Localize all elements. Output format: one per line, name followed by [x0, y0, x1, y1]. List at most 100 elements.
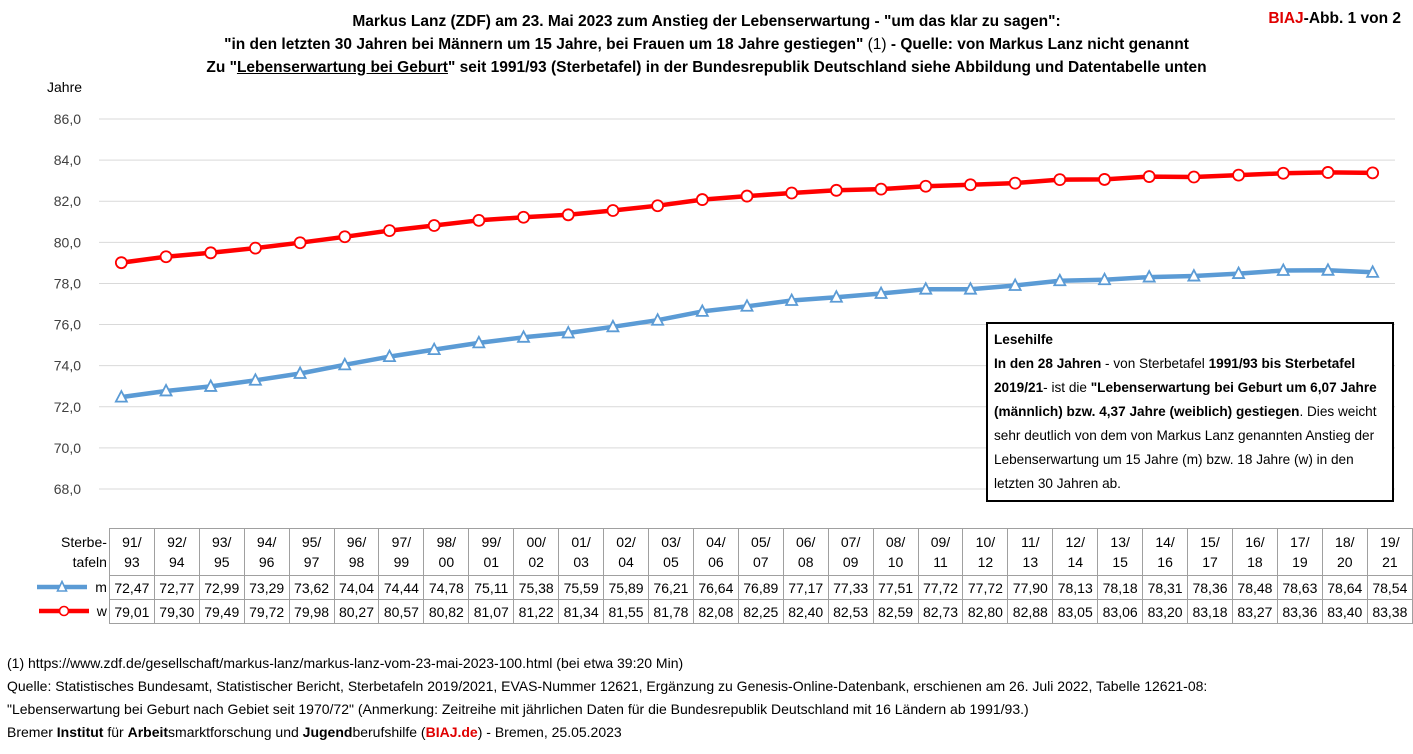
data-label: 83,18 [1187, 599, 1233, 624]
point-m [337, 356, 352, 371]
footer: (1) https://www.zdf.de/gesellschaft/mark… [7, 652, 1207, 744]
data-label: 83,06 [1097, 599, 1144, 624]
data-label: 73,29 [243, 575, 290, 600]
data-label: 77,33 [827, 575, 874, 600]
title-line-3: Zu "Lebenserwartung bei Geburt" seit 199… [0, 56, 1413, 79]
point-w [695, 193, 709, 206]
point-w [517, 210, 530, 224]
x-tick-label: 97/99 [378, 528, 425, 576]
point-m [918, 281, 933, 295]
data-label: 82,40 [782, 599, 829, 624]
publisher-line: Bremer Institut für Arbeitsmarktforschun… [7, 724, 622, 740]
x-tick-label: 99/01 [468, 528, 515, 576]
data-label: 74,44 [378, 575, 425, 600]
point-w [427, 219, 441, 232]
data-label: 78,13 [1052, 575, 1099, 600]
table-row: w 79,01 79,30 79,49 79,72 79,98 80,27 80,57 80,8… [26, 599, 1413, 624]
reading-aid-text: In den 28 Jahren - von Sterbetafel 1991/… [994, 356, 1377, 491]
data-label: 78,48 [1231, 575, 1278, 600]
title-line-3-a: Zu " [206, 59, 237, 76]
x-tick-label: 10/12 [962, 528, 1009, 576]
data-label: 79,72 [243, 599, 290, 624]
point-w [1187, 170, 1201, 184]
figure-badge: BIAJ-Abb. 1 von 2 [1268, 10, 1401, 28]
data-label: 74,04 [333, 575, 380, 600]
legend-entry-m: m [26, 576, 109, 600]
legend-swatch-w [38, 605, 89, 616]
y-axis-title: Jahre [47, 79, 83, 95]
x-tick-label: 06/08 [782, 528, 829, 576]
legend-swatch-m [37, 579, 88, 592]
point-w [829, 183, 843, 197]
point-m [605, 318, 620, 333]
point-m [1097, 271, 1112, 286]
point-m [1365, 264, 1380, 278]
y-tick-label: 80,0 [54, 234, 81, 250]
data-label: 75,59 [558, 575, 605, 600]
point-w [919, 179, 933, 193]
x-tick-label: 04/06 [692, 528, 739, 576]
legend-entry-w: w [26, 600, 109, 624]
point-m [1231, 265, 1246, 279]
footnote-1: (1) https://www.zdf.de/gesellschaft/mark… [7, 655, 684, 671]
point-m [427, 341, 442, 356]
x-tick-label: 08/10 [872, 528, 919, 576]
y-tick-label: 72,0 [54, 399, 81, 415]
point-m [293, 365, 308, 379]
point-m [159, 383, 174, 397]
data-label: 78,64 [1321, 575, 1368, 600]
data-label: 83,05 [1052, 599, 1099, 624]
point-m [1320, 262, 1335, 276]
data-label: 76,21 [647, 575, 694, 600]
point-m [382, 348, 397, 363]
point-w [159, 250, 173, 264]
point-m [740, 298, 754, 312]
x-tick-label: 14/16 [1142, 528, 1189, 576]
point-w [1053, 173, 1067, 187]
data-label: 82,88 [1007, 599, 1054, 624]
x-tick-label: 17/19 [1276, 528, 1323, 576]
title-line-3-b: " seit 1991/93 (Sterbetafel) in der Bund… [447, 59, 1207, 76]
point-w [383, 224, 396, 238]
data-label: 79,30 [153, 599, 200, 624]
data-label: 73,62 [288, 575, 335, 600]
y-tick-label: 70,0 [54, 440, 81, 456]
title-line-3-underlined: Lebenserwartung bei Geburt [236, 59, 448, 76]
data-label: 74,78 [423, 575, 470, 600]
x-tick-label: 95/97 [288, 528, 335, 576]
x-tick-label: 94/96 [243, 528, 290, 576]
point-w [114, 256, 128, 270]
x-tick-label: 15/17 [1187, 528, 1233, 576]
point-w [561, 208, 575, 222]
data-label: 80,82 [423, 599, 470, 624]
x-tick-label: 07/09 [827, 528, 874, 576]
data-label: 76,64 [692, 575, 739, 600]
point-w [1142, 170, 1156, 183]
data-label: 83,36 [1276, 599, 1323, 624]
x-tick-label: 18/20 [1321, 528, 1368, 576]
point-m [695, 303, 710, 317]
data-label: 80,27 [333, 599, 380, 624]
data-label: 83,27 [1231, 599, 1278, 624]
data-label: 83,40 [1321, 599, 1368, 624]
data-label: 75,89 [603, 575, 649, 600]
point-m [784, 292, 799, 306]
point-m [203, 378, 218, 392]
data-label: 77,17 [782, 575, 829, 600]
y-tick-label: 86,0 [54, 111, 81, 127]
point-m [248, 372, 263, 386]
y-tick-label: 76,0 [54, 317, 81, 333]
data-label: 81,22 [513, 599, 560, 624]
x-tick-label: 19/21 [1366, 528, 1413, 576]
point-w [740, 189, 754, 203]
point-m [516, 329, 531, 343]
x-tick-label: 92/94 [153, 528, 200, 576]
x-tick-label: 01/03 [558, 528, 605, 576]
x-tick-label: 05/07 [737, 528, 784, 576]
data-label: 78,31 [1142, 575, 1189, 600]
data-label: 78,18 [1097, 575, 1144, 600]
data-label: 72,47 [108, 575, 155, 600]
data-label: 82,80 [962, 599, 1009, 624]
table-row: m 72,47 72,77 72,99 73,29 73,62 74,04 74,44 74,7… [26, 575, 1413, 600]
data-label: 77,51 [872, 575, 919, 600]
